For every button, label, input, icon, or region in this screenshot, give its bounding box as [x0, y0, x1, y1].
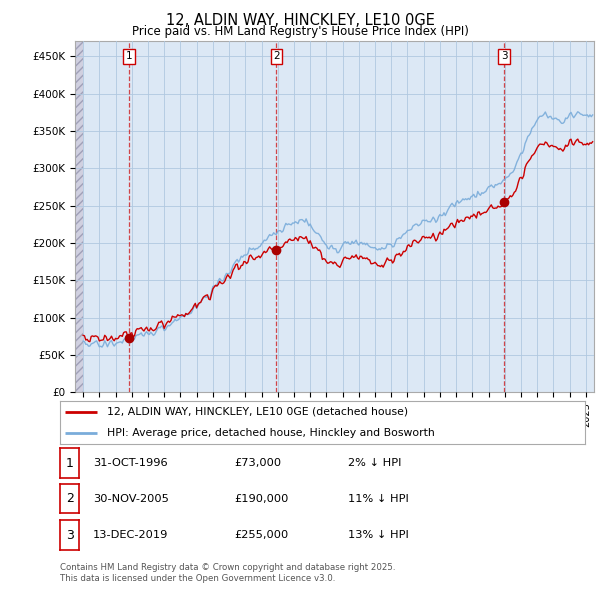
Text: 31-OCT-1996: 31-OCT-1996	[93, 458, 167, 468]
Text: 2: 2	[273, 51, 280, 61]
Text: £255,000: £255,000	[234, 530, 288, 540]
Text: Contains HM Land Registry data © Crown copyright and database right 2025.: Contains HM Land Registry data © Crown c…	[60, 563, 395, 572]
Text: 11% ↓ HPI: 11% ↓ HPI	[348, 494, 409, 503]
Text: 30-NOV-2005: 30-NOV-2005	[93, 494, 169, 503]
Text: 3: 3	[65, 529, 74, 542]
Text: 13% ↓ HPI: 13% ↓ HPI	[348, 530, 409, 540]
Text: 3: 3	[501, 51, 508, 61]
Text: 2% ↓ HPI: 2% ↓ HPI	[348, 458, 401, 468]
Text: 13-DEC-2019: 13-DEC-2019	[93, 530, 169, 540]
Text: HPI: Average price, detached house, Hinckley and Bosworth: HPI: Average price, detached house, Hinc…	[107, 428, 435, 438]
Text: This data is licensed under the Open Government Licence v3.0.: This data is licensed under the Open Gov…	[60, 574, 335, 583]
Text: Price paid vs. HM Land Registry's House Price Index (HPI): Price paid vs. HM Land Registry's House …	[131, 25, 469, 38]
Text: 1: 1	[125, 51, 133, 61]
Text: £190,000: £190,000	[234, 494, 289, 503]
Text: £73,000: £73,000	[234, 458, 281, 468]
Text: 12, ALDIN WAY, HINCKLEY, LE10 0GE (detached house): 12, ALDIN WAY, HINCKLEY, LE10 0GE (detac…	[107, 407, 409, 417]
Text: 1: 1	[65, 457, 74, 470]
Text: 2: 2	[65, 492, 74, 505]
Bar	[75, 41, 83, 392]
Text: 12, ALDIN WAY, HINCKLEY, LE10 0GE: 12, ALDIN WAY, HINCKLEY, LE10 0GE	[166, 13, 434, 28]
